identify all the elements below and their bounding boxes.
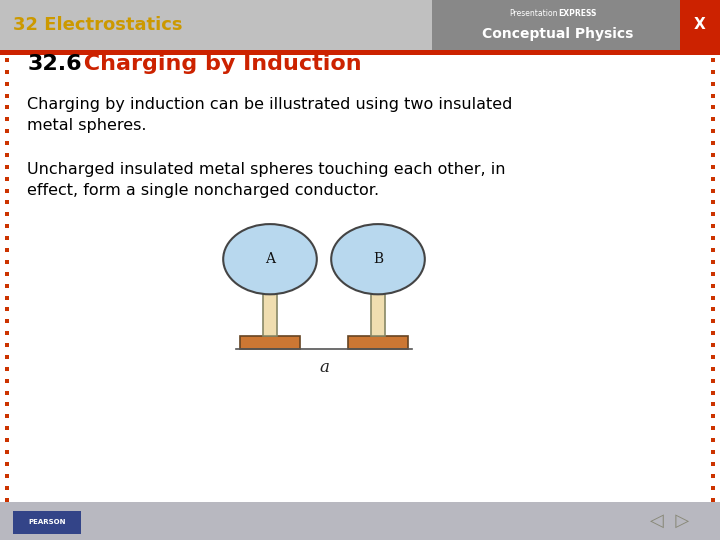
Bar bbox=[0, 502, 720, 540]
Ellipse shape bbox=[223, 224, 317, 294]
Text: B: B bbox=[373, 252, 383, 266]
Text: A: A bbox=[265, 252, 275, 266]
Text: Conceptual Physics: Conceptual Physics bbox=[482, 27, 634, 41]
Bar bbox=[432, 0, 680, 50]
Text: 32.6: 32.6 bbox=[27, 54, 82, 74]
Text: Presentation: Presentation bbox=[510, 9, 558, 18]
Text: Charging by Induction: Charging by Induction bbox=[76, 54, 361, 74]
Ellipse shape bbox=[331, 224, 425, 294]
Text: ◁  ▷: ◁ ▷ bbox=[650, 511, 689, 530]
Bar bbox=[371, 294, 385, 336]
Bar bbox=[13, 511, 81, 534]
Bar bbox=[680, 0, 720, 50]
Text: PEARSON: PEARSON bbox=[28, 519, 66, 525]
Text: a: a bbox=[319, 359, 329, 376]
Text: EXPRESS: EXPRESS bbox=[558, 9, 596, 18]
Bar bbox=[263, 294, 277, 336]
Text: X: X bbox=[694, 17, 706, 32]
Text: Uncharged insulated metal spheres touching each other, in
effect, form a single : Uncharged insulated metal spheres touchi… bbox=[27, 162, 506, 198]
Text: 32 Electrostatics: 32 Electrostatics bbox=[13, 16, 182, 34]
Bar bbox=[240, 336, 300, 349]
Bar bbox=[0, 50, 720, 55]
Bar bbox=[0, 0, 720, 50]
Text: Charging by induction can be illustrated using two insulated
metal spheres.: Charging by induction can be illustrated… bbox=[27, 97, 513, 133]
Bar bbox=[348, 336, 408, 349]
